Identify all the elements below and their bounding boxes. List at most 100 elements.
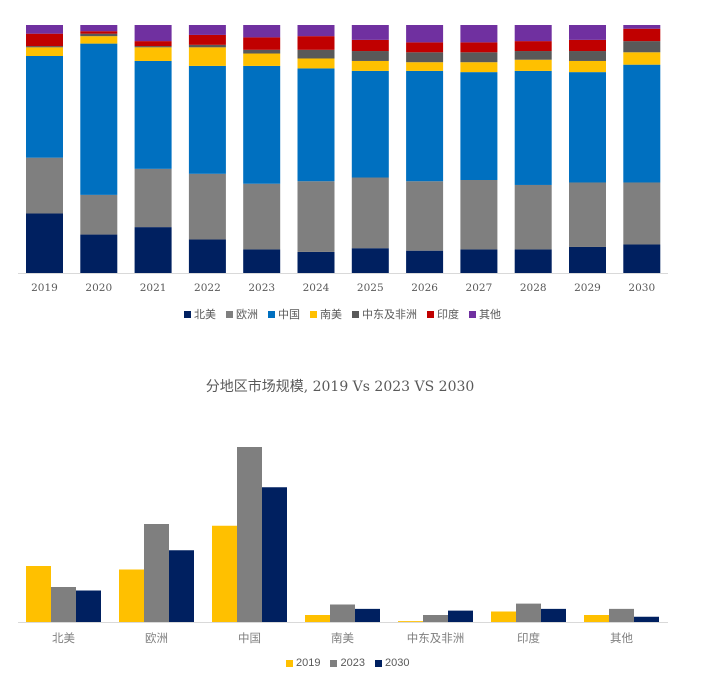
- bar: [26, 566, 51, 622]
- bar-segment: [188, 34, 226, 45]
- bar-segment: [243, 65, 281, 184]
- x-tick-label: 2029: [574, 282, 601, 294]
- legend-item: 2019: [286, 657, 320, 669]
- bar-segment: [80, 25, 118, 32]
- bar-segment: [351, 39, 389, 52]
- bar-segment: [623, 25, 661, 29]
- bar-segment: [623, 52, 661, 65]
- bar-segment: [80, 194, 118, 235]
- bar-segment: [460, 72, 498, 180]
- bar-segment: [80, 36, 118, 44]
- legend-label: 2030: [384, 657, 410, 669]
- legend-label: 中国: [278, 308, 300, 321]
- bar-segment: [406, 42, 444, 53]
- bar-segment: [623, 28, 661, 42]
- bar-segment: [80, 31, 118, 34]
- bar: [634, 616, 659, 622]
- bar-segment: [514, 249, 552, 273]
- bar: [305, 615, 330, 622]
- legend-swatch: [330, 659, 338, 667]
- legend-item: 欧洲: [226, 306, 258, 322]
- bar-segment: [297, 58, 335, 69]
- bar-segment: [26, 213, 63, 273]
- legend-label: 其他: [479, 308, 501, 321]
- bar-segment: [188, 239, 226, 273]
- bar-segment: [80, 33, 118, 37]
- bar: [541, 608, 566, 622]
- bar: [609, 608, 634, 622]
- bar-segment: [406, 62, 444, 71]
- x-tick-label: 2025: [357, 282, 384, 294]
- legend-item: 印度: [427, 306, 459, 322]
- bar-segment: [623, 64, 661, 183]
- bar-segment: [514, 70, 552, 185]
- bar-segment: [134, 25, 172, 42]
- bar: [516, 603, 541, 622]
- legend-label: 中东及非洲: [362, 308, 417, 321]
- bar: [423, 615, 448, 622]
- bar-segment: [406, 250, 444, 273]
- bar-segment: [460, 25, 498, 43]
- bar-segment: [188, 47, 226, 66]
- bar-segment: [188, 173, 226, 240]
- bar: [237, 447, 262, 622]
- stacked-share-chart: 2019 2020 2021 2022 2023 2024 2025 2026 2027 2028…: [18, 25, 668, 294]
- legend-swatch: [286, 659, 293, 667]
- x-tick-label: 2022: [194, 282, 221, 294]
- bar-segment: [351, 51, 389, 61]
- x-axis-ticks: 2019 2020 2021 2022 2023 2024 2025 2026 2027 2028…: [31, 282, 655, 294]
- bar-segment: [406, 52, 444, 63]
- x-category-label: 其他: [610, 631, 633, 645]
- bar-segment: [569, 182, 606, 247]
- bar-segment: [514, 25, 552, 42]
- bar-segment: [243, 37, 281, 50]
- bar: [212, 525, 237, 622]
- bar: [76, 590, 101, 622]
- bar-segment: [351, 248, 389, 273]
- bar: [169, 550, 194, 622]
- bar: [355, 608, 380, 622]
- bar-segment: [623, 41, 661, 53]
- bar-segment: [514, 51, 552, 60]
- legend-swatch: [310, 310, 317, 318]
- bar: [398, 621, 423, 622]
- bar-segment: [134, 60, 172, 169]
- bar-segment: [188, 44, 226, 48]
- x-tick-label: 2028: [520, 282, 547, 294]
- bar-segment: [514, 59, 552, 71]
- chart-title: 分地区市场规模, 2019 Vs 2023 VS 2030: [205, 379, 475, 395]
- bar-segment: [188, 25, 226, 35]
- bar-segment: [460, 249, 498, 273]
- legend-swatch: [352, 310, 359, 318]
- bar-segment: [569, 39, 606, 52]
- bar-segment: [80, 234, 118, 273]
- bar-segment: [514, 41, 552, 52]
- bar: [584, 615, 609, 622]
- bar-segment: [26, 33, 63, 47]
- bar-segment: [243, 183, 281, 250]
- x-category-label: 南美: [331, 631, 354, 645]
- bar-segment: [134, 168, 172, 228]
- bar-segment: [460, 62, 498, 73]
- bar: [330, 604, 355, 622]
- bar: [144, 524, 169, 622]
- x-tick-label: 2019: [31, 282, 58, 294]
- x-category-label: 印度: [517, 631, 540, 645]
- legend-item: 2030: [374, 657, 410, 669]
- x-tick-label: 2027: [466, 282, 493, 294]
- bar-segment: [351, 70, 389, 178]
- x-tick-label: 2021: [140, 282, 167, 294]
- bar-segment: [406, 70, 444, 182]
- bar-segment: [406, 181, 444, 251]
- bar-segment: [514, 184, 552, 250]
- x-category-label: 欧洲: [145, 631, 168, 645]
- bar-segment: [26, 25, 63, 34]
- bar-segment: [623, 182, 661, 245]
- bar-segment: [297, 49, 335, 59]
- stacked-bars: [26, 25, 661, 273]
- bar-segment: [460, 180, 498, 250]
- x-category-label: 中东及非洲: [407, 631, 465, 645]
- x-tick-label: 2023: [248, 282, 275, 294]
- bar-segment: [134, 46, 172, 48]
- bar-segment: [26, 46, 63, 48]
